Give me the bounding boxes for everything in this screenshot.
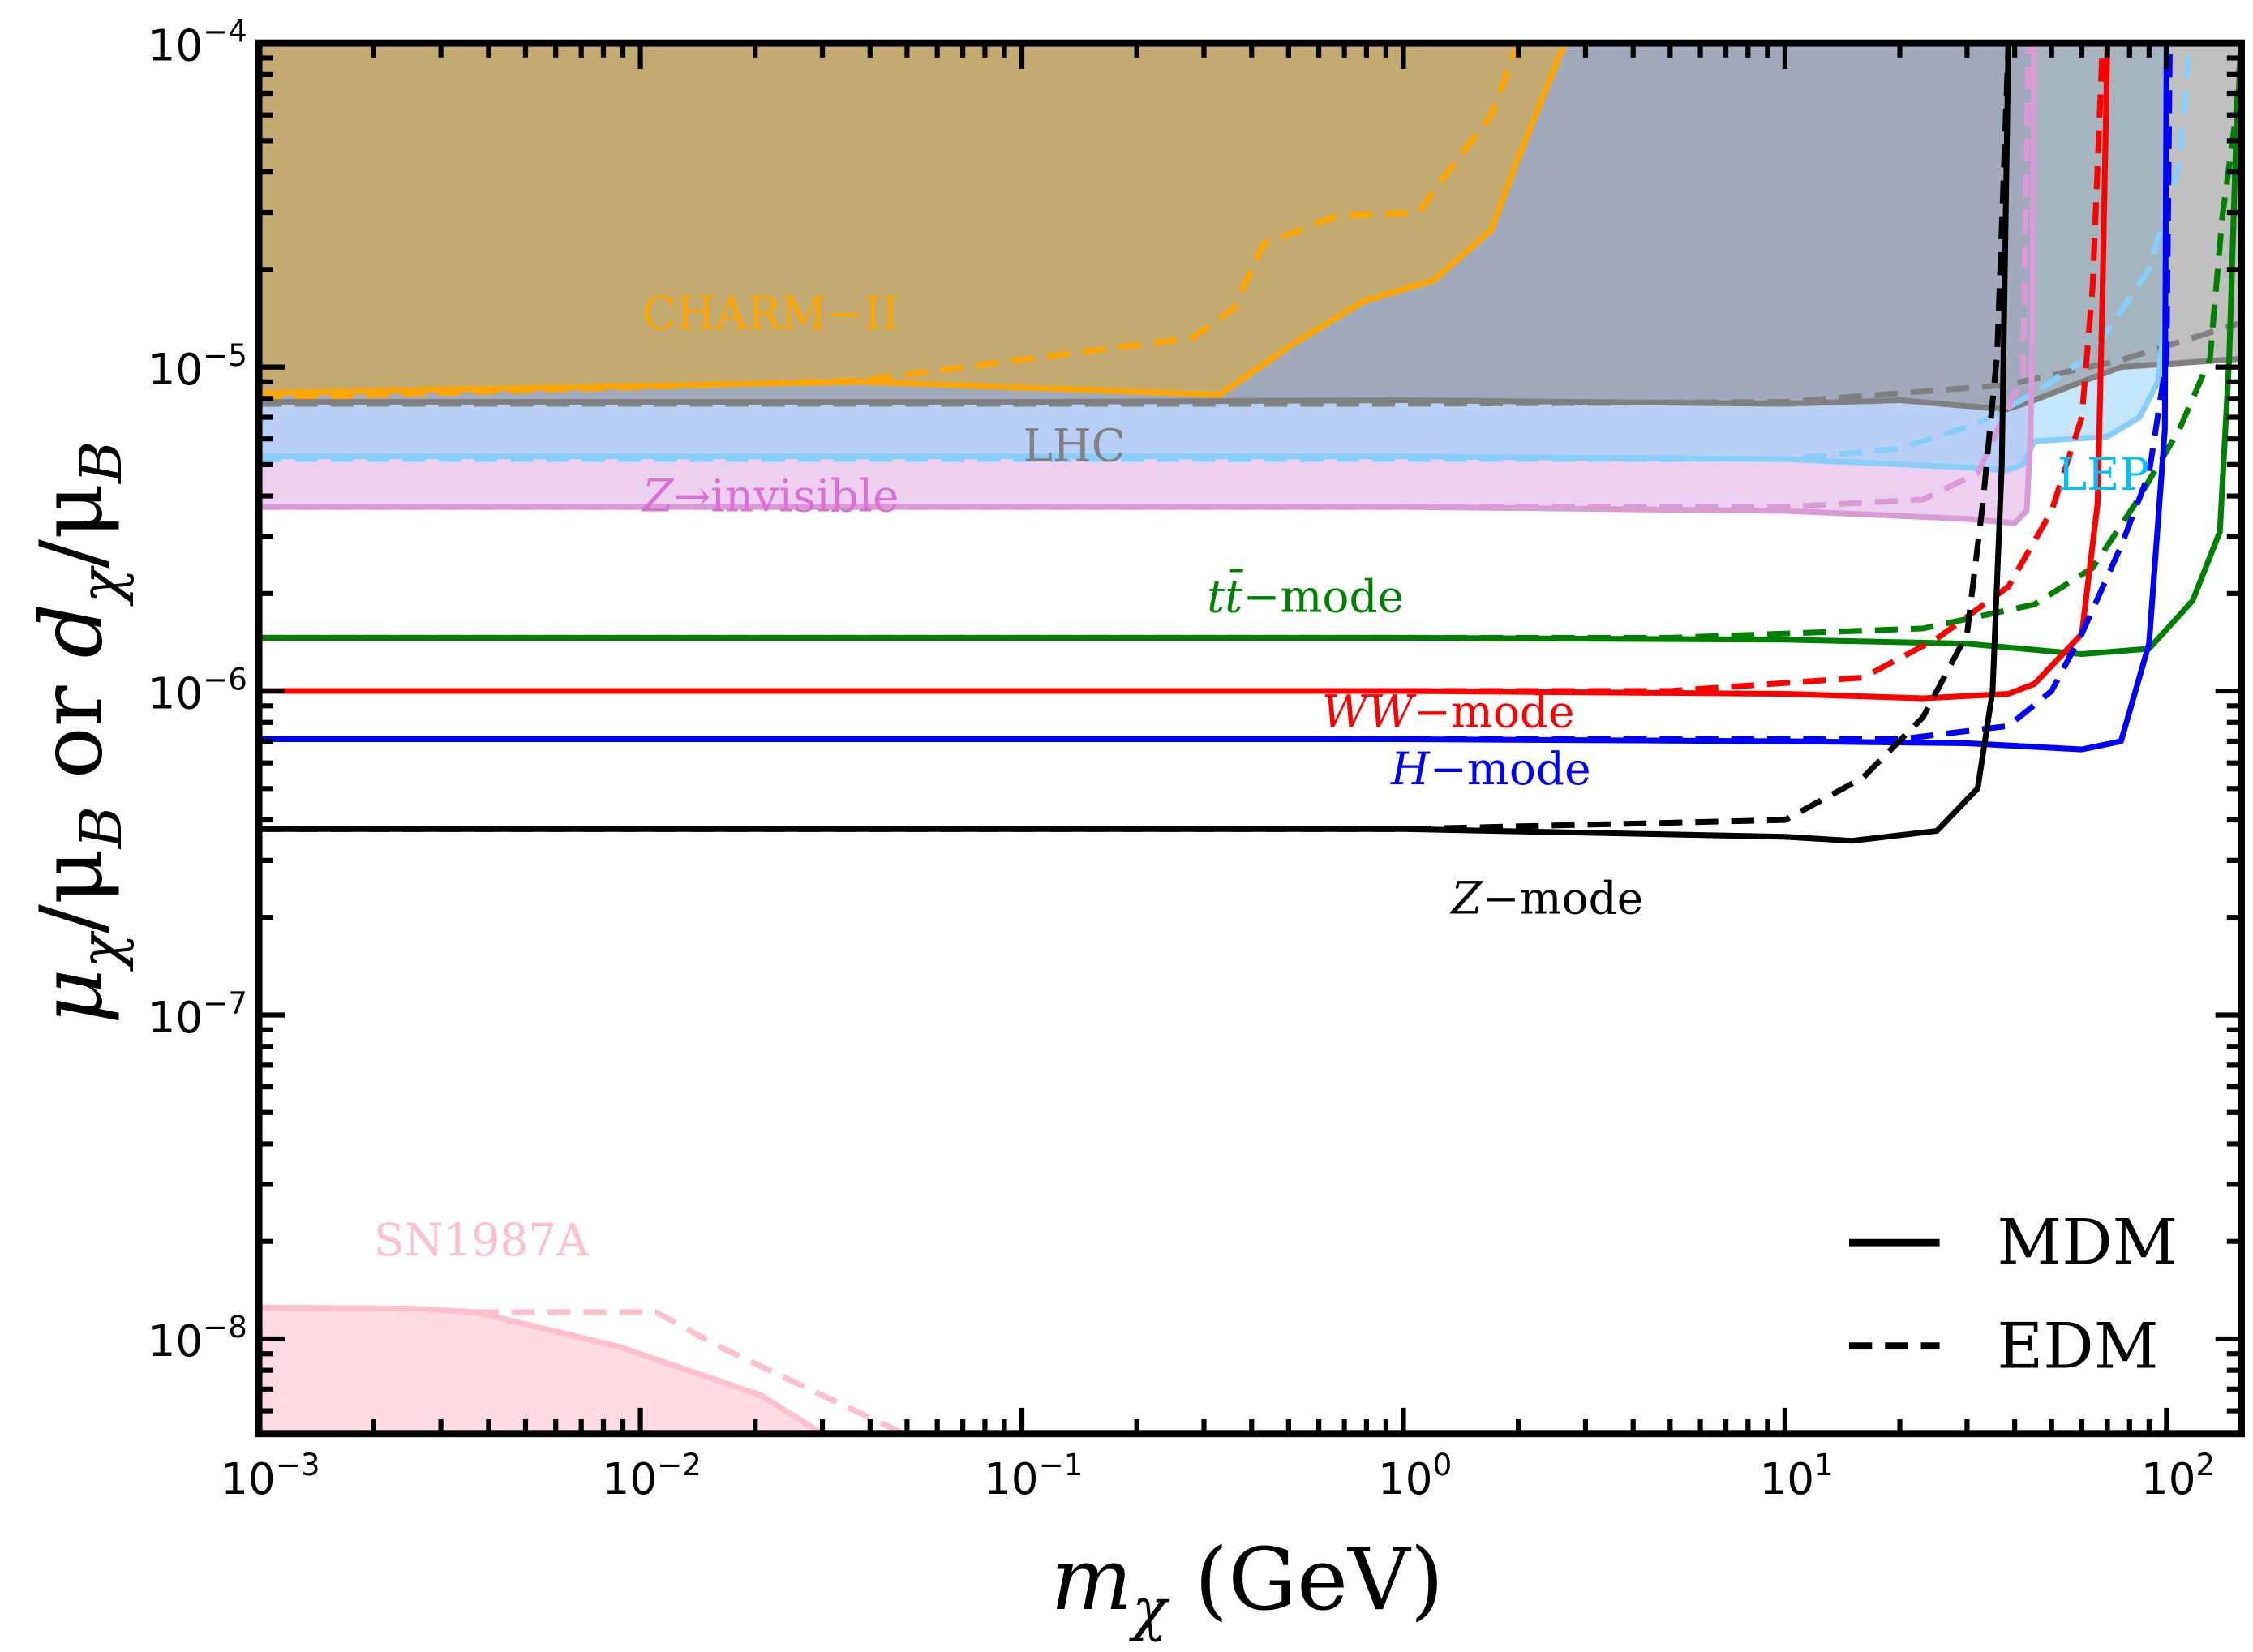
series-z-mode-mdm	[259, 43, 2011, 844]
legend-label-edm: EDM	[1997, 1310, 2158, 1383]
x-axis-title: mχ (GeV)	[1050, 1530, 1444, 1643]
label-z-mode: Z−mode	[1449, 873, 1643, 925]
y-tick-label: 10−8	[148, 1309, 247, 1367]
x-tick-label: 102	[2141, 1447, 2215, 1504]
y-tick-label: 10−6	[148, 661, 247, 719]
label-lhc: LHC	[1023, 420, 1125, 472]
series-sn1987a-edm	[475, 1309, 905, 1434]
x-tick-label: 10−3	[221, 1447, 320, 1504]
legend-label-mdm: MDM	[1997, 1207, 2177, 1280]
label-h-mode: H−mode	[1390, 743, 1591, 795]
y-tick-label: 10−5	[148, 337, 247, 395]
series-lhc-mdm	[259, 355, 2242, 413]
region-labels: CHARM−II LHC Z→invisible LEP tt̄−mode WW…	[374, 288, 2149, 1266]
y-axis-title: μχ/μB or dχ/μB	[21, 441, 135, 1024]
series-charm-ii-mdm	[259, 43, 1568, 398]
series-sn1987a-mdm	[259, 1304, 824, 1434]
region-fill-sn1987a	[259, 1307, 823, 1434]
label-lep: LEP	[2058, 448, 2150, 500]
label-sn1987a: SN1987A	[374, 1214, 590, 1266]
plot-frame	[255, 39, 2245, 1438]
series-h-mode-edm	[259, 43, 2174, 743]
region-fill-charm-ii	[259, 43, 1577, 395]
series-lines	[259, 43, 2242, 1434]
x-tick-label: 10−2	[603, 1447, 702, 1504]
x-tick-label: 100	[1378, 1447, 1452, 1504]
label-ww-mode: WW−mode	[1322, 685, 1575, 737]
label-z-invisible: Z→invisible	[641, 470, 899, 522]
legend: MDM EDM	[1848, 1207, 2177, 1383]
label-tt-mode: tt̄−mode	[1207, 569, 1404, 623]
tick-labels: 10−3 10−2 10−1 100 101 102 10−8 10−7 10−6 10−5 10−…	[148, 13, 2216, 1504]
y-tick-label: 10−4	[148, 13, 247, 71]
series-z-invisible-edm	[259, 43, 2032, 510]
x-tick-label: 10−1	[984, 1447, 1083, 1504]
series-charm-ii-edm	[259, 43, 1521, 401]
y-tick-label: 10−7	[148, 985, 247, 1043]
x-tick-label: 101	[1759, 1447, 1833, 1504]
series-ww-mode-edm	[259, 43, 2106, 694]
series-z-mode-edm	[259, 43, 2011, 832]
label-charm-ii: CHARM−II	[642, 288, 899, 340]
series-lhc-edm	[259, 320, 2242, 407]
